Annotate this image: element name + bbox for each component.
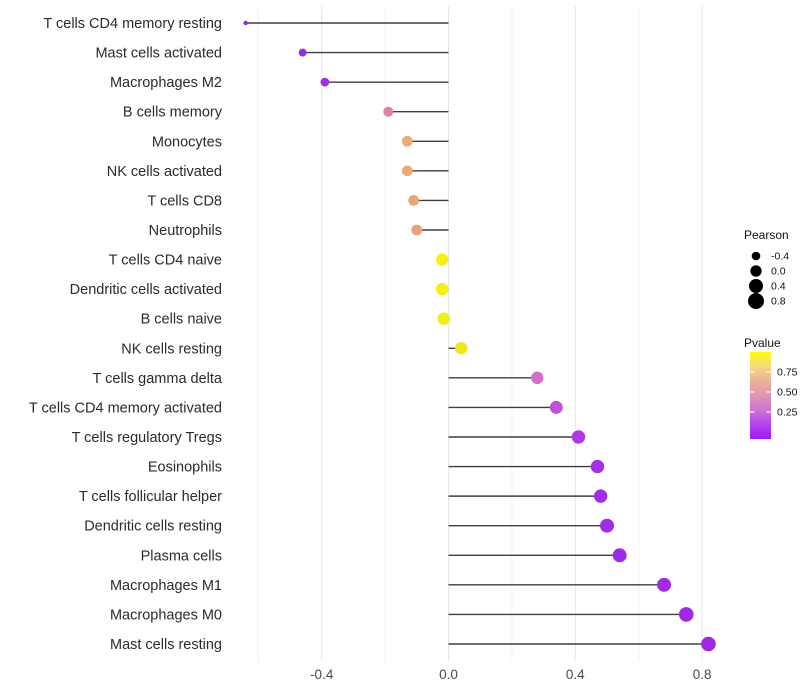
data-point [411, 224, 423, 236]
category-label: Macrophages M2 [110, 75, 222, 91]
x-tick-label: 0.4 [566, 667, 585, 682]
category-label: Macrophages M0 [110, 607, 222, 623]
pvalue-legend-title: Pvalue [744, 336, 781, 350]
legend-size-dot [751, 251, 761, 261]
x-tick-label: 0.0 [439, 667, 458, 682]
category-label: Plasma cells [141, 548, 222, 564]
category-label: T cells gamma delta [93, 371, 223, 387]
category-label: Mast cells activated [95, 46, 222, 62]
x-tick-label: -0.4 [310, 667, 334, 682]
data-point [701, 636, 716, 652]
category-label: NK cells activated [107, 164, 222, 180]
pearson-legend-title: Pearson [744, 228, 789, 242]
data-point [531, 371, 544, 385]
pvalue-tick-label: 0.50 [777, 387, 798, 399]
data-point [437, 312, 450, 325]
category-label: Mast cells resting [110, 637, 222, 653]
data-point [678, 607, 694, 622]
pvalue-tick-label: 0.75 [777, 367, 798, 379]
category-label: Macrophages M1 [110, 578, 222, 594]
legend-size-label: -0.4 [771, 251, 789, 263]
category-label: Dendritic cells resting [84, 519, 222, 535]
pvalue-colorbar [750, 352, 771, 439]
category-label: Neutrophils [149, 223, 222, 239]
category-label: T cells regulatory Tregs [72, 430, 222, 446]
data-point [298, 48, 307, 57]
category-label: T cells CD8 [147, 193, 222, 209]
category-label: T cells follicular helper [79, 489, 222, 505]
x-tick-label: 0.8 [693, 667, 712, 682]
pvalue-tick-label: 0.25 [777, 407, 798, 419]
data-point [590, 459, 605, 474]
category-label: T cells CD4 memory resting [43, 16, 222, 32]
data-point [320, 77, 330, 87]
data-point [401, 135, 413, 147]
data-point [612, 548, 627, 563]
data-point [571, 430, 586, 444]
data-point [243, 20, 248, 26]
category-label: NK cells resting [121, 341, 222, 357]
category-label: T cells CD4 naive [109, 253, 222, 269]
data-point [408, 195, 420, 206]
legend-size-dot [749, 279, 763, 293]
legend-size-label: 0.8 [771, 296, 786, 308]
data-point [600, 518, 614, 533]
legend-size-label: 0.4 [771, 281, 786, 293]
category-label: Monocytes [152, 134, 222, 150]
data-point [549, 400, 563, 414]
legend-size-dot [748, 293, 764, 309]
data-point [593, 489, 608, 503]
data-point [383, 106, 394, 117]
data-point [454, 342, 468, 355]
data-point [435, 253, 449, 266]
legend-size-label: 0.0 [771, 266, 786, 278]
legend-size-dot [750, 265, 762, 277]
category-label: Dendritic cells activated [70, 282, 222, 298]
data-point [401, 165, 413, 177]
category-label: B cells naive [141, 312, 222, 328]
data-point [435, 282, 449, 296]
data-point [657, 577, 672, 592]
category-label: T cells CD4 memory activated [29, 400, 222, 416]
category-label: B cells memory [123, 105, 223, 121]
category-label: Eosinophils [148, 460, 222, 476]
